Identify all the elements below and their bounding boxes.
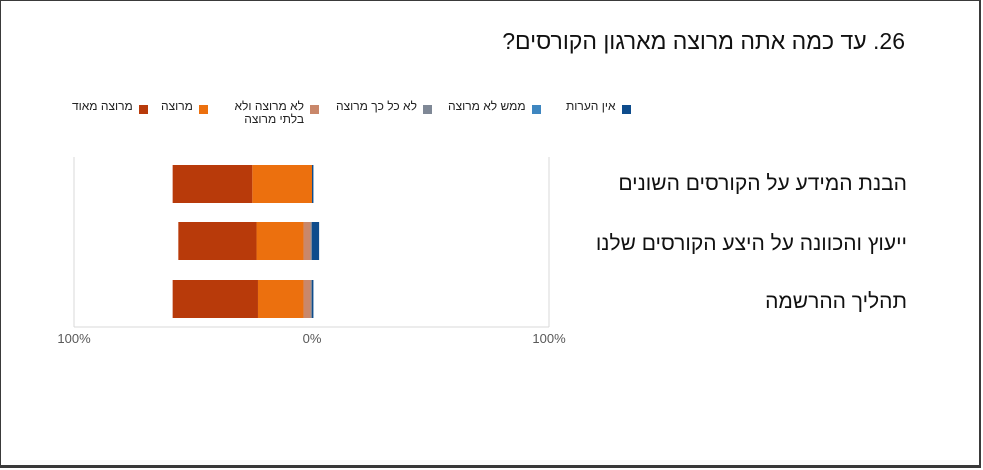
legend-label-no-comments: אין הערות — [566, 99, 616, 113]
bar-segment — [303, 280, 311, 318]
legend-item-no-comments: אין הערות — [566, 96, 631, 114]
category-label-course-info: הבנת המידע על הקורסים השונים — [618, 172, 907, 195]
bar-segment — [178, 222, 257, 260]
bar-segment — [257, 280, 304, 318]
legend-item-satisfied: מרוצה — [161, 96, 208, 114]
bar-segment — [312, 280, 314, 318]
legend-swatch-satisfied — [198, 105, 208, 114]
legend-swatch-very-unsatisfied — [531, 105, 541, 114]
x-tick-label: 100% — [57, 331, 91, 346]
bar-segment — [303, 222, 311, 260]
bar-segment — [256, 222, 304, 260]
legend-label-very-unsatisfied: ממש לא מרוצה — [448, 99, 526, 113]
bar-segment — [312, 222, 320, 260]
bar-segment — [312, 165, 314, 203]
bar-segment — [172, 280, 258, 318]
legend-label-very-satisfied: מרוצה מאוד — [72, 99, 133, 113]
chart-title: 26. עד כמה אתה מרוצה מארגון הקורסים? — [502, 28, 905, 54]
legend-swatch-very-satisfied — [138, 105, 148, 114]
legend-label-satisfied: מרוצה — [161, 99, 193, 113]
legend-label-neutral: לא מרוצה ולא בלתי מרוצה — [234, 99, 305, 126]
legend-swatch-not-so-satisfied — [422, 105, 432, 114]
legend-swatch-no-comments — [621, 105, 631, 114]
category-label-course-advice: ייעוץ והכוונה על היצע הקורסים שלנו — [595, 232, 907, 255]
bar-segment — [310, 280, 312, 318]
legend-item-neutral: לא מרוצה ולא בלתי מרוצה — [224, 96, 319, 126]
legend-label-not-so-satisfied: לא כל כך מרוצה — [336, 99, 417, 113]
legend-item-not-so-satisfied: לא כל כך מרוצה — [336, 96, 432, 114]
legend-item-very-unsatisfied: ממש לא מרוצה — [448, 96, 541, 114]
bar-segment — [252, 165, 312, 203]
x-tick-label: 0% — [303, 331, 322, 346]
category-label-registration: תהליך ההרשמה — [765, 290, 907, 313]
x-tick-label: 100% — [532, 331, 566, 346]
legend-swatch-neutral — [310, 105, 319, 114]
bar-segment — [310, 222, 312, 260]
legend-item-very-satisfied: מרוצה מאוד — [72, 96, 148, 114]
bar-segment — [172, 165, 253, 203]
chart-legend: מרוצה מאוד מרוצה לא מרוצה ולא בלתי מרוצה… — [0, 96, 983, 136]
